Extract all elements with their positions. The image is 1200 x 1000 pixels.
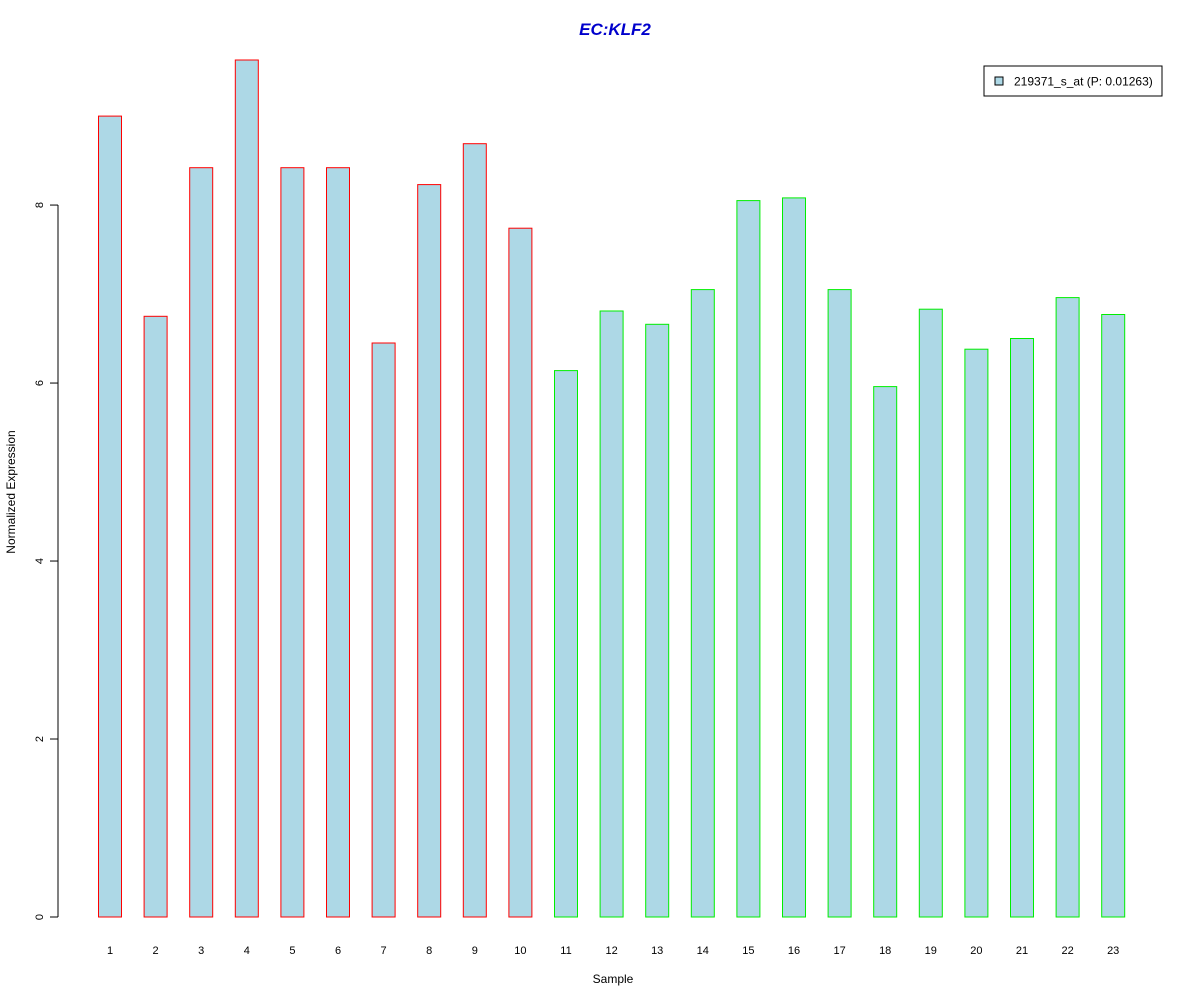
- y-tick-label: 6: [34, 380, 46, 386]
- bar-sample-1: [98, 115, 122, 918]
- x-tick-label: 21: [1016, 945, 1028, 957]
- x-tick-label: 14: [697, 945, 709, 957]
- x-tick-label: 15: [742, 945, 754, 957]
- x-tick-label: 9: [472, 945, 478, 957]
- x-tick-label: 12: [605, 945, 617, 957]
- x-tick-label: 18: [879, 945, 891, 957]
- bar-sample-9: [462, 143, 487, 918]
- bar-sample-20: [964, 348, 989, 918]
- x-tick-label: 3: [198, 945, 204, 957]
- x-axis-tick-labels: 1 2 3 4 5 6 7 8 9 10 11 12 13 14 15 16 17 18 19 20 21 22 23: [107, 945, 1119, 957]
- x-tick-label: 20: [970, 945, 982, 957]
- x-tick-label: 11: [560, 945, 571, 957]
- legend: 219371_s_at (P: 0.01263): [983, 65, 1163, 97]
- bar-sample-23: [1101, 314, 1126, 918]
- bar-sample-11: [554, 370, 578, 918]
- bar-sample-12: [599, 310, 624, 918]
- x-tick-label: 8: [426, 945, 432, 957]
- x-tick-label: 10: [514, 945, 526, 957]
- bar-sample-21: [1010, 338, 1034, 918]
- bar-sample-17: [827, 289, 852, 918]
- x-tick-label: 7: [381, 945, 387, 957]
- y-tick-label: 8: [34, 202, 46, 208]
- bar-sample-7: [371, 342, 396, 918]
- y-tick-label: 0: [34, 914, 46, 920]
- bar-sample-3: [189, 167, 214, 918]
- x-tick-label: 5: [289, 945, 295, 957]
- x-tick-label: 22: [1061, 945, 1073, 957]
- legend-label: 219371_s_at (P: 0.01263): [1014, 75, 1153, 89]
- y-axis-label: Normalized Expression: [4, 430, 18, 553]
- y-tick-label: 2: [34, 736, 46, 742]
- bar-sample-2: [143, 315, 168, 918]
- x-tick-label: 17: [833, 945, 845, 957]
- bar-sample-18: [873, 386, 898, 918]
- x-tick-label: 13: [651, 945, 663, 957]
- legend-box: [983, 65, 1163, 97]
- legend-swatch: [994, 76, 1004, 86]
- bar-sample-8: [417, 184, 442, 918]
- bar-sample-19: [918, 308, 943, 918]
- x-tick-label: 4: [244, 945, 250, 957]
- bar-sample-22: [1055, 297, 1080, 918]
- bar-sample-5: [280, 167, 305, 918]
- x-tick-label: 2: [153, 945, 159, 957]
- bar-sample-13: [645, 323, 670, 918]
- bars: [98, 59, 1126, 918]
- y-axis: 0 2 4 6 8: [34, 202, 59, 920]
- bar-sample-15: [736, 200, 761, 918]
- x-tick-label: 6: [335, 945, 341, 957]
- chart-title: EC:KLF2: [579, 20, 651, 39]
- bar-sample-14: [690, 289, 715, 918]
- y-tick-label: 4: [34, 558, 46, 564]
- bar-sample-16: [782, 197, 806, 918]
- bar-sample-10: [508, 227, 533, 918]
- x-tick-label: 16: [788, 945, 800, 957]
- x-tick-label: 19: [925, 945, 937, 957]
- bar-sample-4: [234, 59, 259, 918]
- x-tick-label: 1: [107, 945, 113, 957]
- bar-sample-6: [326, 167, 350, 918]
- x-axis-label: Sample: [593, 972, 634, 986]
- x-tick-label: 23: [1107, 945, 1119, 957]
